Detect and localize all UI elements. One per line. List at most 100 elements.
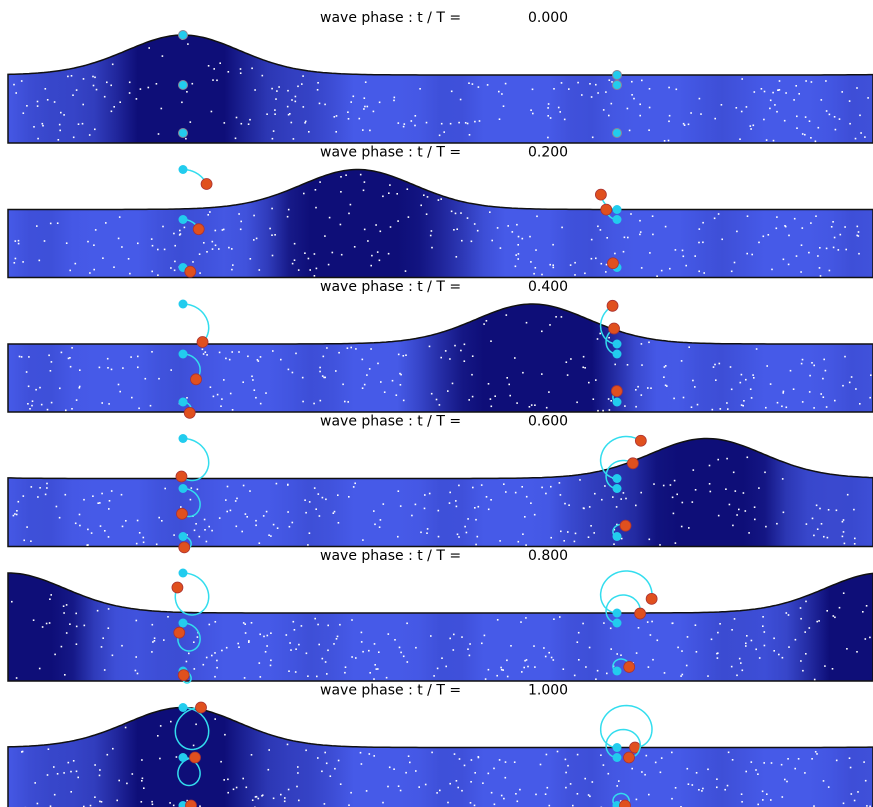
- particle-start: [612, 204, 622, 214]
- foam-dot: [607, 772, 610, 775]
- foam-dot: [30, 540, 32, 542]
- foam-dot: [833, 116, 836, 118]
- particle-start: [178, 397, 188, 407]
- foam-dot: [740, 373, 743, 376]
- foam-dot: [547, 107, 549, 109]
- foam-dot: [101, 492, 103, 495]
- foam-dot: [776, 216, 778, 218]
- foam-dot: [588, 646, 591, 649]
- foam-dot: [844, 226, 846, 228]
- foam-dot: [81, 122, 84, 125]
- foam-dot: [54, 653, 56, 656]
- foam-dot: [456, 533, 459, 536]
- foam-dot: [136, 672, 139, 675]
- foam-dot: [223, 122, 226, 124]
- foam-dot: [148, 47, 150, 49]
- foam-dot: [808, 251, 810, 254]
- foam-dot: [820, 523, 823, 525]
- foam-dot: [131, 396, 133, 399]
- water: [7, 437, 873, 548]
- foam-dot: [816, 753, 818, 755]
- foam-dot: [506, 377, 508, 379]
- foam-dot: [772, 91, 774, 94]
- foam-dot: [69, 623, 71, 625]
- foam-dot: [214, 718, 216, 720]
- foam-dot: [94, 764, 96, 766]
- foam-dot: [573, 540, 576, 543]
- foam-dot: [819, 507, 821, 510]
- foam-dot: [778, 653, 780, 656]
- water: [7, 168, 873, 279]
- foam-dot: [245, 786, 248, 789]
- foam-dot: [793, 217, 796, 220]
- foam-dot: [524, 659, 526, 662]
- foam-dot: [765, 406, 767, 409]
- foam-dot: [506, 675, 509, 678]
- foam-dot: [455, 256, 458, 258]
- foam-dot: [257, 360, 260, 362]
- foam-dot: [808, 627, 811, 629]
- foam-dot: [781, 478, 784, 480]
- foam-dot: [167, 616, 169, 618]
- foam-dot: [204, 351, 207, 353]
- foam-dot: [787, 263, 790, 266]
- foam-dot: [322, 355, 325, 358]
- foam-dot: [266, 113, 268, 115]
- foam-dot: [639, 103, 641, 106]
- foam-dot: [272, 523, 275, 526]
- foam-dot: [202, 663, 205, 666]
- foam-dot: [589, 795, 591, 798]
- foam-dot: [671, 496, 674, 499]
- foam-dot: [294, 100, 297, 103]
- foam-dot: [323, 376, 325, 379]
- foam-dot: [270, 632, 272, 634]
- foam-dot: [113, 266, 115, 268]
- foam-dot: [781, 796, 784, 798]
- foam-dot: [186, 91, 188, 93]
- foam-dot: [18, 355, 21, 358]
- foam-dot: [354, 482, 356, 485]
- foam-dot: [67, 761, 70, 764]
- foam-dot: [553, 88, 555, 90]
- foam-dot: [584, 777, 586, 780]
- foam-dot: [41, 122, 44, 125]
- foam-dot: [337, 759, 340, 762]
- foam-dot: [674, 787, 677, 789]
- foam-dot: [841, 91, 843, 93]
- foam-dot: [470, 240, 473, 243]
- foam-dot: [733, 618, 736, 620]
- foam-dot: [777, 89, 780, 91]
- foam-dot: [53, 793, 56, 796]
- foam-dot: [541, 330, 543, 333]
- foam-dot: [305, 749, 307, 752]
- foam-dot: [206, 251, 208, 253]
- foam-dot: [539, 763, 542, 766]
- foam-dot: [314, 189, 317, 191]
- foam-dot: [17, 242, 20, 245]
- foam-dot: [240, 220, 242, 223]
- foam-dot: [869, 805, 871, 807]
- foam-dot: [102, 637, 104, 639]
- foam-dot: [726, 457, 728, 460]
- foam-dot: [718, 362, 721, 365]
- foam-dot: [151, 244, 154, 247]
- foam-dot: [541, 373, 543, 375]
- foam-dot: [210, 110, 213, 113]
- foam-dot: [585, 666, 587, 668]
- foam-dot: [659, 544, 661, 546]
- foam-dot: [202, 353, 205, 355]
- foam-dot: [561, 226, 563, 229]
- foam-dot: [640, 267, 643, 269]
- foam-dot: [520, 621, 522, 623]
- foam-dot: [640, 491, 642, 494]
- foam-dot: [185, 137, 187, 140]
- foam-dot: [368, 753, 371, 755]
- particle-start: [178, 30, 188, 40]
- foam-dot: [107, 367, 109, 369]
- foam-dot: [287, 484, 289, 486]
- foam-dot: [715, 379, 717, 381]
- foam-dot: [437, 509, 440, 512]
- foam-dot: [138, 407, 140, 410]
- foam-dot: [179, 233, 182, 235]
- foam-dot: [334, 767, 336, 770]
